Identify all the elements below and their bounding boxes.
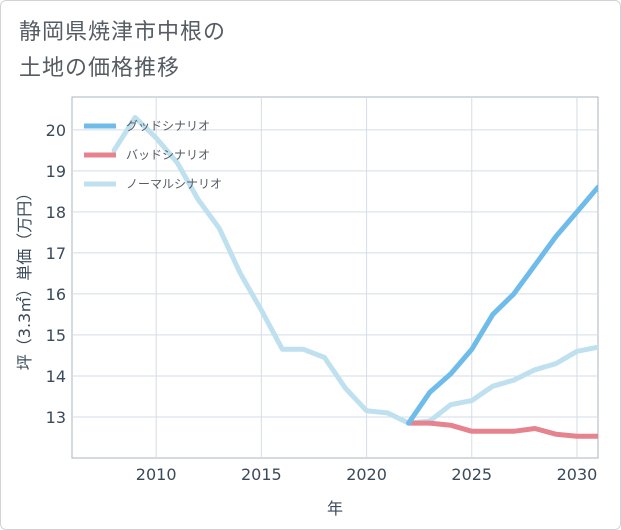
x-tick-label: 2025 <box>451 465 492 484</box>
x-tick-label: 2010 <box>136 465 177 484</box>
series-lines <box>111 115 598 439</box>
grid-lines <box>72 97 598 458</box>
y-tick-label: 14 <box>46 367 66 386</box>
chart-title-line1: 静岡県焼津市中根の <box>19 20 227 45</box>
y-tick-label: 15 <box>46 326 66 345</box>
series-line <box>406 420 598 439</box>
y-tick-label: 20 <box>46 121 66 140</box>
x-axis-title: 年 <box>327 499 343 518</box>
x-tick-label: 2020 <box>346 465 387 484</box>
x-axis-ticks: 2010 2015 2020 2025 2030 <box>136 465 598 484</box>
legend-label: ノーマルシナリオ <box>126 177 222 191</box>
legend-label: バッドシナリオ <box>126 148 210 162</box>
series-line <box>111 115 598 426</box>
chart-title: 静岡県焼津市中根の 土地の価格推移 <box>19 15 226 87</box>
chart-title-line2: 土地の価格推移 <box>19 56 181 81</box>
legend-label: グッドシナリオ <box>126 119 210 133</box>
y-tick-label: 19 <box>46 162 66 181</box>
y-axis-ticks: 13 14 15 16 17 18 19 20 <box>46 121 66 427</box>
series-line <box>406 184 598 426</box>
y-tick-label: 16 <box>46 285 66 304</box>
x-tick-label: 2015 <box>241 465 282 484</box>
y-axis-title: 坪（3.3㎡）単価（万円） <box>15 185 34 370</box>
y-tick-label: 17 <box>46 244 66 263</box>
y-tick-label: 13 <box>46 408 66 427</box>
plot-area <box>71 96 599 459</box>
y-tick-label: 18 <box>46 203 66 222</box>
x-tick-label: 2030 <box>557 465 598 484</box>
